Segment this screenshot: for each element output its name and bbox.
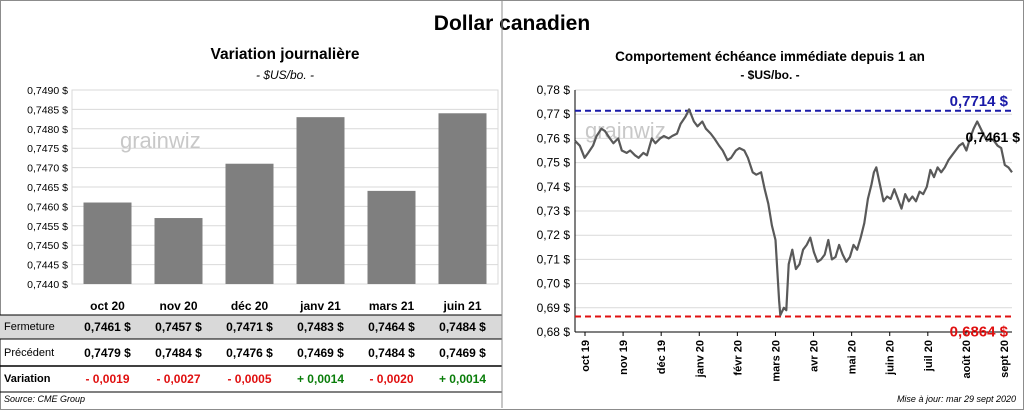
bar — [438, 113, 487, 284]
x-tick-label: déc 19 — [656, 340, 668, 374]
fermeture-row-bg — [0, 315, 502, 339]
fermeture-cell: 0,7471 $ — [226, 320, 273, 334]
variation-cell: + 0,0014 — [297, 372, 344, 386]
x-tick-label: févr 20 — [732, 340, 744, 375]
source-note: Source: CME Group — [4, 394, 86, 404]
x-tick-label: oct 20 — [90, 299, 125, 313]
bar — [83, 202, 132, 284]
fermeture-label: Fermeture — [4, 321, 55, 333]
last-price-label: 0,7461 $ — [966, 129, 1021, 145]
fermeture-cell: 0,7457 $ — [155, 320, 202, 334]
y-tick-label: 0,71 $ — [537, 252, 571, 266]
y-tick-label: 0,75 $ — [537, 156, 571, 170]
precedent-cell: 0,7479 $ — [84, 346, 131, 360]
y-tick-label: 0,7480 $ — [27, 124, 68, 136]
x-tick-label: nov 20 — [159, 299, 197, 313]
x-tick-label: août 20 — [961, 340, 973, 379]
y-tick-label: 0,7475 $ — [27, 143, 68, 155]
x-tick-label: janv 20 — [694, 340, 706, 378]
y-tick-label: 0,68 $ — [537, 325, 571, 339]
precedent-cell: 0,7484 $ — [155, 346, 202, 360]
fermeture-cell: 0,7483 $ — [297, 320, 344, 334]
update-note: Mise à jour: mar 29 sept 2020 — [896, 394, 1016, 404]
variation-cell: - 0,0020 — [369, 372, 413, 386]
x-tick-label: oct 19 — [580, 340, 592, 372]
x-tick-label: nov 19 — [618, 340, 630, 375]
x-tick-label: mars 21 — [369, 299, 415, 313]
x-tick-label: janv 21 — [299, 299, 341, 313]
variation-label: Variation — [4, 373, 51, 385]
bar — [154, 218, 203, 284]
y-tick-label: 0,7465 $ — [27, 182, 68, 194]
y-tick-label: 0,77 $ — [537, 107, 571, 121]
y-tick-label: 0,69 $ — [537, 301, 571, 315]
variation-cell: - 0,0019 — [85, 372, 129, 386]
variation-cell: - 0,0027 — [156, 372, 200, 386]
x-tick-label: mai 20 — [847, 340, 859, 374]
y-tick-label: 0,7450 $ — [27, 240, 68, 252]
y-tick-label: 0,78 $ — [537, 83, 571, 97]
y-tick-label: 0,7455 $ — [27, 221, 68, 233]
variation-cell: + 0,0014 — [439, 372, 486, 386]
x-tick-label: juin 21 — [442, 299, 481, 313]
y-tick-label: 0,7485 $ — [27, 104, 68, 116]
right-chart-unit: - $US/bo. - — [740, 68, 800, 82]
left-chart-title: Variation journalière — [210, 46, 360, 63]
y-tick-label: 0,7445 $ — [27, 260, 68, 272]
low-label: 0,6864 $ — [950, 324, 1009, 341]
fermeture-cell: 0,7464 $ — [368, 320, 415, 334]
y-tick-label: 0,70 $ — [537, 277, 571, 291]
precedent-cell: 0,7484 $ — [368, 346, 415, 360]
bar — [225, 163, 274, 284]
bar — [367, 190, 416, 284]
fermeture-cell: 0,7461 $ — [84, 320, 131, 334]
y-tick-label: 0,7470 $ — [27, 163, 68, 175]
y-tick-label: 0,74 $ — [537, 180, 571, 194]
x-tick-label: déc 20 — [231, 299, 269, 313]
fermeture-cell: 0,7484 $ — [439, 320, 486, 334]
precedent-label: Précédent — [4, 347, 55, 359]
y-tick-label: 0,72 $ — [537, 228, 571, 242]
watermark: grainwiz — [120, 128, 201, 153]
precedent-cell: 0,7469 $ — [297, 346, 344, 360]
bar — [296, 117, 345, 284]
left-chart-unit: - $US/bo. - — [255, 68, 315, 82]
x-tick-label: juil 20 — [923, 340, 935, 372]
price-line — [574, 108, 1013, 317]
variation-cell: - 0,0005 — [227, 372, 271, 386]
precedent-cell: 0,7476 $ — [226, 346, 273, 360]
high-label: 0,7714 $ — [950, 93, 1009, 110]
x-tick-label: sept 20 — [999, 340, 1011, 378]
x-tick-label: juin 20 — [885, 340, 897, 376]
y-tick-label: 0,73 $ — [537, 204, 571, 218]
right-chart-title: Comportement échéance immédiate depuis 1… — [615, 49, 925, 64]
x-tick-label: mars 20 — [770, 340, 782, 382]
y-tick-label: 0,76 $ — [537, 131, 571, 145]
y-tick-label: 0,7460 $ — [27, 201, 68, 213]
x-tick-label: avr 20 — [809, 340, 821, 372]
main-title: Dollar canadien — [433, 12, 591, 35]
y-tick-label: 0,7440 $ — [27, 279, 68, 291]
y-tick-label: 0,7490 $ — [27, 85, 68, 97]
precedent-cell: 0,7469 $ — [439, 346, 486, 360]
